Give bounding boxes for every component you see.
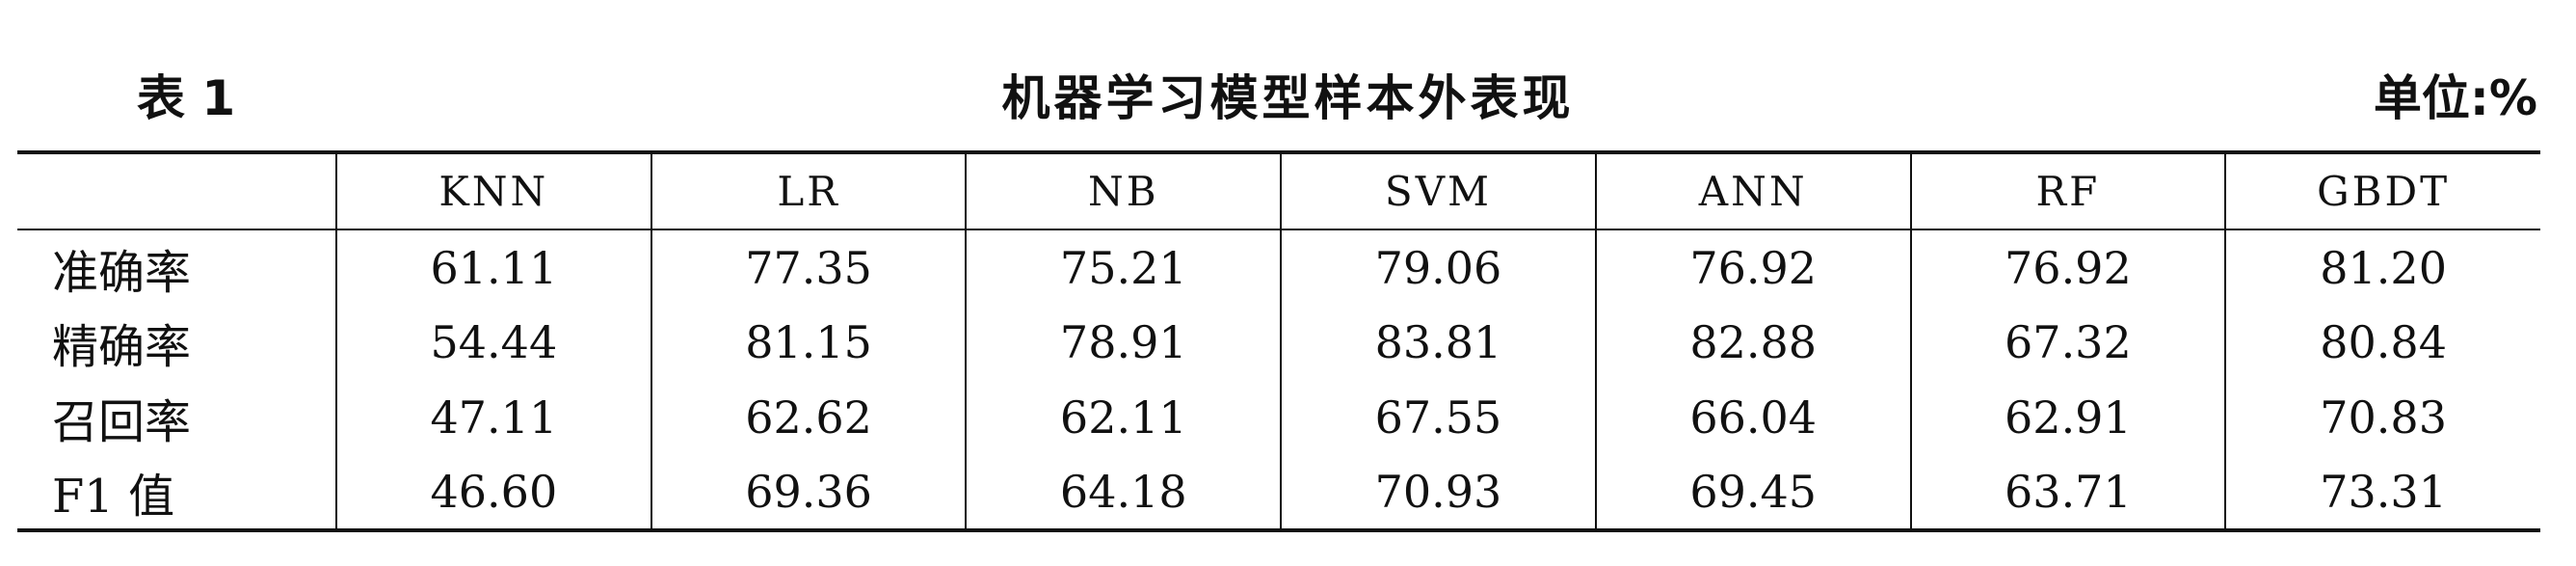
table-row: 召回率 47.11 62.62 62.11 67.55 66.04 62.91 …: [17, 380, 2540, 455]
table-cell: 70.93: [1280, 455, 1596, 532]
header-cell-rf: RF: [1909, 150, 2226, 230]
table-cell: 64.18: [965, 455, 1282, 532]
table-number: 表 1: [137, 70, 236, 126]
table-cell: 75.21: [965, 229, 1282, 305]
table-row: 精确率 54.44 81.15 78.91 83.81 82.88 67.32 …: [17, 305, 2540, 380]
table-cell: 73.31: [2224, 455, 2540, 532]
header-row: KNN LR NB SVM ANN RF GBDT: [17, 150, 2540, 230]
table-cell: 61.11: [335, 229, 651, 305]
table-cell: 82.88: [1594, 305, 1911, 380]
header-cell-nb: NB: [965, 150, 1282, 230]
table-cell: 78.91: [965, 305, 1282, 380]
row-label: 准确率: [52, 245, 192, 300]
table-row: 准确率 61.11 77.35 75.21 79.06 76.92 76.92 …: [17, 229, 2540, 305]
header-cell-svm: SVM: [1280, 150, 1596, 230]
table-cell: 81.20: [2224, 229, 2540, 305]
table-cell: 66.04: [1594, 380, 1911, 455]
table-unit: 单位:%: [2373, 70, 2537, 126]
table-caption: 表 1 机器学习模型样本外表现 单位:%: [0, 60, 2576, 137]
row-label: 召回率: [52, 395, 192, 449]
table-cell: 67.32: [1909, 305, 2226, 380]
table-cell: 70.83: [2224, 380, 2540, 455]
table-cell: 67.55: [1280, 380, 1596, 455]
table-cell: 83.81: [1280, 305, 1596, 380]
table-cell: 47.11: [335, 380, 651, 455]
table-cell: 62.91: [1909, 380, 2226, 455]
table-cell: 80.84: [2224, 305, 2540, 380]
table-cell: 77.35: [650, 229, 967, 305]
table-cell: 79.06: [1280, 229, 1596, 305]
table-cell: 63.71: [1909, 455, 2226, 532]
results-table: KNN LR NB SVM ANN RF GBDT 准确率 61.11 77.3…: [17, 150, 2540, 532]
header-cell-ann: ANN: [1594, 150, 1911, 230]
table-cell: 62.11: [965, 380, 1282, 455]
table-cell: 69.36: [650, 455, 967, 532]
header-cell-gbdt: GBDT: [2224, 150, 2540, 230]
table-cell: 76.92: [1909, 229, 2226, 305]
header-cell-knn: KNN: [335, 150, 651, 230]
header-cell-empty: [17, 150, 337, 230]
table-cell: 46.60: [335, 455, 651, 532]
table-cell: 81.15: [650, 305, 967, 380]
row-label: F1 值: [17, 455, 337, 532]
table-cell: 54.44: [335, 305, 651, 380]
header-cell-lr: LR: [650, 150, 967, 230]
table-cell: 76.92: [1594, 229, 1911, 305]
table-cell: 62.62: [650, 380, 967, 455]
table-row: F1 值 46.60 69.36 64.18 70.93 69.45 63.71…: [17, 455, 2540, 532]
row-label: 精确率: [52, 320, 192, 374]
table-title: 机器学习模型样本外表现: [1001, 70, 1575, 126]
table-cell: 69.45: [1594, 455, 1911, 532]
